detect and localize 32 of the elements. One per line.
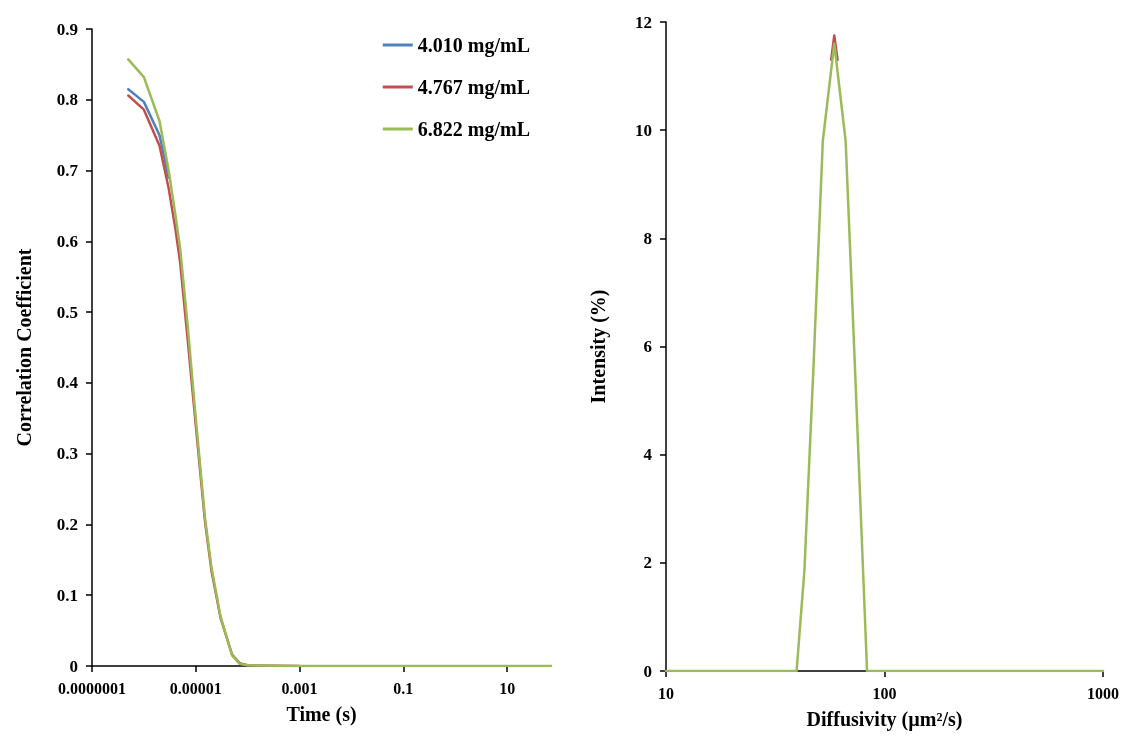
legend-label: 4.010 mg/mL — [417, 34, 530, 57]
y-tick-label: 0.8 — [56, 90, 78, 110]
y-tick-label: 6 — [643, 337, 652, 356]
x-tick-label: 10 — [499, 679, 516, 697]
y-tick-label: 0.3 — [56, 444, 78, 464]
y-tick-label: 0 — [643, 661, 652, 681]
x-tick-label: 10 — [658, 684, 674, 702]
y-axis-title: Correlation Coefficient — [13, 248, 35, 447]
y-tick-label: 10 — [635, 120, 652, 140]
legend-label: 6.822 mg/mL — [417, 118, 530, 141]
y-tick-label: 2 — [643, 553, 652, 573]
x-axis-title: Diffusivity (µm²/s) — [806, 708, 963, 731]
y-tick-label: 8 — [643, 228, 652, 248]
y-tick-label: 0.5 — [56, 302, 78, 322]
y-axis-title: Intensity (%) — [587, 289, 610, 404]
x-axis-title: Time (s) — [286, 703, 357, 726]
y-tick-label: 0.9 — [56, 19, 78, 39]
y-tick-label: 0 — [69, 656, 78, 676]
x-tick-label: 0.001 — [281, 679, 318, 697]
y-tick-label: 12 — [635, 12, 652, 32]
y-tick-label: 0.7 — [56, 161, 79, 181]
x-tick-label: 0.00001 — [169, 679, 222, 697]
y-tick-label: 0.2 — [56, 514, 78, 534]
y-tick-label: 4 — [643, 445, 653, 465]
legend-label: 4.767 mg/mL — [417, 76, 530, 99]
y-tick-label: 0.6 — [56, 231, 78, 251]
x-tick-label: 0.0000001 — [58, 679, 126, 697]
x-tick-label: 100 — [872, 684, 897, 702]
x-tick-label: 1000 — [1087, 684, 1119, 702]
y-tick-label: 0.4 — [56, 373, 79, 393]
y-tick-label: 0.1 — [56, 585, 78, 605]
x-tick-label: 0.1 — [393, 679, 414, 697]
